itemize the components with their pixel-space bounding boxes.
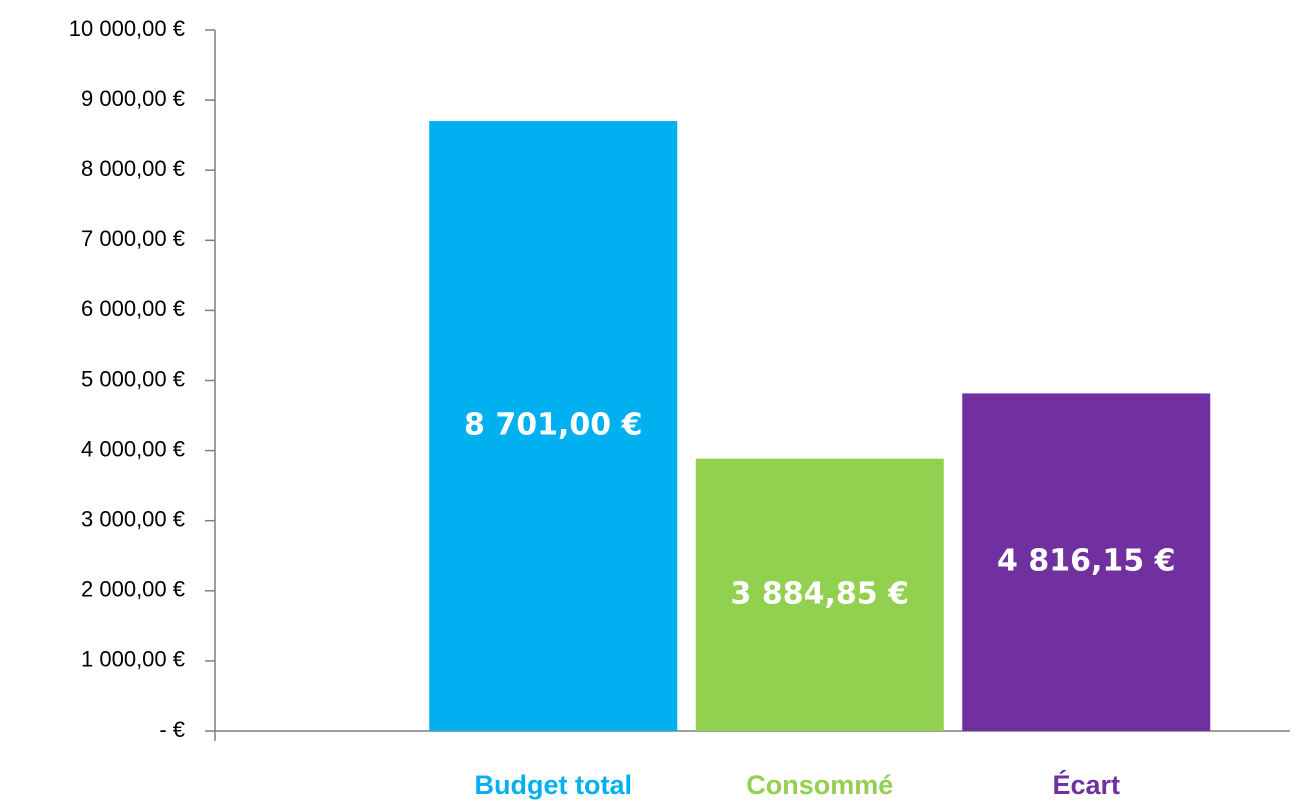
y-tick-label: 3 000,00 € [81,507,185,532]
y-tick-label: 5 000,00 € [81,366,185,391]
y-tick-label: 1 000,00 € [81,647,185,672]
x-tick-label: Consommé [746,770,893,800]
x-tick-label: Budget total [475,770,632,800]
bar [962,393,1211,731]
y-tick-label: 7 000,00 € [81,226,185,251]
value-label: 4 816,15 € [997,544,1175,579]
y-tick-label: 4 000,00 € [81,436,185,461]
x-tick-label: Écart [1052,769,1120,800]
y-tick-label: 6 000,00 € [81,296,185,321]
bar [429,121,678,732]
y-tick-label: 2 000,00 € [81,577,185,602]
y-tick-label: 9 000,00 € [81,86,185,111]
y-tick-label: 8 000,00 € [81,156,185,181]
bar [695,458,944,731]
y-tick-label: - € [159,717,185,742]
value-label: 3 884,85 € [731,576,909,611]
y-tick-label: 10 000,00 € [69,16,185,41]
value-label: 8 701,00 € [464,408,642,443]
